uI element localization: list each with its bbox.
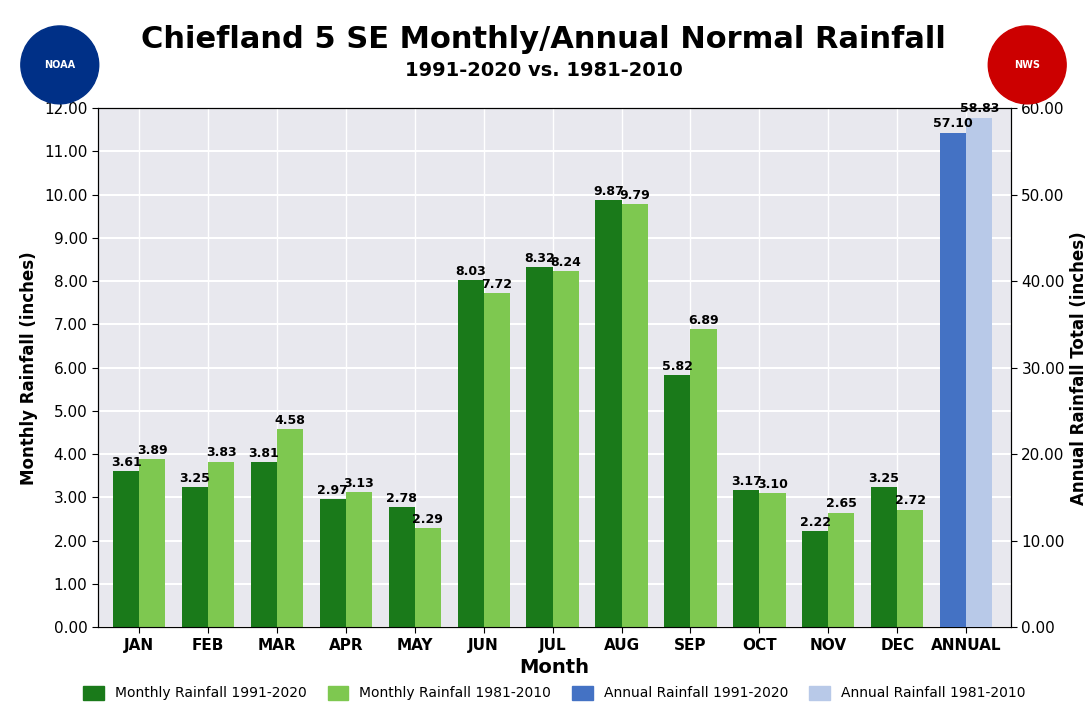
Text: 6.89: 6.89 [688,314,719,327]
Text: 5.82: 5.82 [662,360,692,373]
X-axis label: Month: Month [520,658,589,677]
Text: 2.97: 2.97 [317,484,348,497]
Bar [690,329,716,627]
Text: 9.79: 9.79 [620,189,650,202]
Text: 8.32: 8.32 [524,252,555,265]
Bar [526,267,552,627]
Bar [389,507,415,627]
Bar [251,462,277,627]
Text: 2.22: 2.22 [800,516,830,529]
Text: 3.10: 3.10 [757,478,788,491]
Text: 9.87: 9.87 [594,185,624,198]
Bar [277,429,303,627]
Text: 2.65: 2.65 [826,497,857,510]
Text: 7.72: 7.72 [482,278,512,291]
Bar [458,280,484,627]
Text: 8.24: 8.24 [550,256,582,269]
Text: 3.13: 3.13 [343,477,374,490]
Bar [182,487,208,627]
Bar [760,493,786,627]
Bar [622,204,648,627]
Bar [828,513,854,627]
Bar [664,376,690,627]
Bar [320,499,346,627]
Y-axis label: Annual Rainfall Total (inches): Annual Rainfall Total (inches) [1071,231,1087,505]
Text: 3.81: 3.81 [249,447,279,460]
Text: 3.83: 3.83 [205,446,237,459]
Bar [208,461,235,627]
Text: 4.58: 4.58 [275,414,305,427]
Bar [897,510,923,627]
Bar [346,492,372,627]
Text: Chiefland 5 SE Monthly/Annual Normal Rainfall: Chiefland 5 SE Monthly/Annual Normal Rai… [141,25,946,54]
Circle shape [21,26,99,104]
Text: 2.72: 2.72 [895,495,926,508]
Bar [734,490,760,627]
Bar [802,531,828,627]
Text: 3.89: 3.89 [137,444,167,457]
Bar [871,487,897,627]
Bar [596,200,622,627]
Bar [966,118,992,627]
Bar [552,271,579,627]
Bar [415,528,441,627]
Text: NWS: NWS [1014,60,1040,70]
Bar [139,459,165,627]
Text: 1991-2020 vs. 1981-2010: 1991-2020 vs. 1981-2010 [404,61,683,80]
Legend: Monthly Rainfall 1991-2020, Monthly Rainfall 1981-2010, Annual Rainfall 1991-202: Monthly Rainfall 1991-2020, Monthly Rain… [77,680,1032,706]
Bar [484,293,510,627]
Text: 2.78: 2.78 [386,492,417,505]
Text: 3.61: 3.61 [111,456,141,469]
Bar [113,471,139,627]
Text: 3.25: 3.25 [179,472,211,485]
Text: 8.03: 8.03 [455,265,486,278]
Text: 3.17: 3.17 [730,475,762,488]
Text: 2.29: 2.29 [412,513,443,526]
Text: 57.10: 57.10 [933,117,973,130]
Text: NOAA: NOAA [45,60,75,70]
Y-axis label: Monthly Rainfall (inches): Monthly Rainfall (inches) [21,251,38,485]
Bar [940,133,966,627]
Circle shape [988,26,1066,104]
Text: 3.25: 3.25 [869,472,900,485]
Text: 58.83: 58.83 [960,102,999,115]
